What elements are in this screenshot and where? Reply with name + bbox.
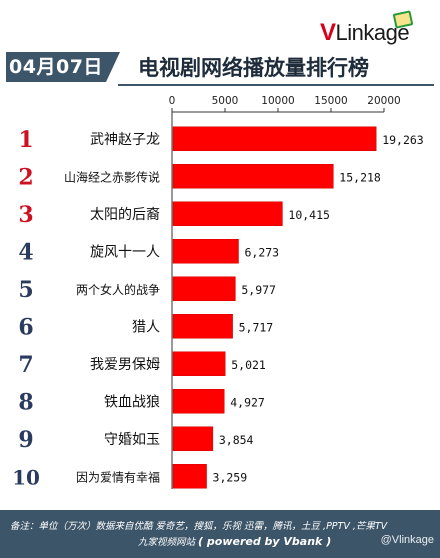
bar-category-label: 太阳的后裔 [90, 206, 160, 223]
bar [172, 126, 377, 151]
footer-note: 备注：单位（万次）数据来自优酷 爱奇艺，搜狐，乐视 迅雷，腾讯，土豆 ,PPTV… [10, 521, 388, 532]
bar-value-label: 5,717 [239, 320, 274, 334]
footer-sites: 九家视频网站 [138, 537, 196, 548]
footer-bar: 备注：单位（万次）数据来自优酷 爱奇艺，搜狐，乐视 迅雷，腾讯，土豆 ,PPTV… [0, 510, 440, 558]
bar-category-label: 猎人 [132, 319, 160, 335]
bar [172, 351, 226, 376]
rank-number: 5 [18, 277, 33, 303]
x-tick-label: 15000 [314, 95, 347, 107]
bar [172, 314, 233, 339]
bar-value-label: 5,021 [231, 358, 266, 372]
rank-number: 2 [18, 164, 33, 190]
rank-number: 7 [18, 352, 33, 378]
bar [172, 426, 214, 451]
rank-number: 1 [18, 127, 33, 153]
bar-category-label: 因为爱情有幸福 [76, 469, 160, 484]
bar-value-label: 3,854 [219, 433, 254, 447]
bar-category-label: 我爱男保姆 [90, 357, 160, 373]
footer-note-line2: 九家视频网站 ( powered by Vbank ) [138, 534, 331, 548]
rank-number: 3 [18, 202, 33, 228]
chart-title: 电视剧网络播放量排行榜 [138, 56, 369, 80]
x-tick-label: 20000 [367, 95, 400, 107]
footer-powered-by: ( powered by Vbank ) [198, 535, 332, 548]
x-tick-label: 5000 [212, 95, 239, 107]
x-tick-label: 0 [169, 95, 176, 107]
bar [172, 164, 334, 189]
bar [172, 201, 283, 226]
date-badge: 04月07日 [6, 52, 120, 82]
bar-value-label: 15,218 [339, 170, 381, 184]
x-tick-label: 10000 [261, 95, 294, 107]
bar [172, 389, 225, 414]
bar-category-label: 武神赵子龙 [90, 132, 160, 148]
bar-value-label: 6,273 [244, 245, 279, 259]
title-underline [118, 84, 434, 86]
rank-number: 8 [18, 389, 33, 415]
bar-value-label: 4,927 [230, 395, 265, 409]
bar-category-label: 铁血战狼 [104, 394, 160, 410]
bar-category-label: 山海经之赤影传说 [64, 169, 160, 184]
bar-category-label: 旋风十一人 [90, 244, 160, 260]
weibo-watermark: @Vlinkage [380, 534, 434, 546]
bar [172, 276, 236, 301]
rank-number: 10 [12, 465, 40, 489]
bar-category-label: 两个女人的战争 [76, 282, 160, 297]
rank-number: 9 [18, 427, 33, 453]
ranking-bar-chart: 0 5000 10000 15000 20000 1 武神赵子龙 19,263 2 山海经之赤影传… [12, 95, 424, 489]
logo-v: V [320, 19, 336, 46]
bar-category-label: 守婚如玉 [104, 432, 160, 448]
bar [172, 239, 239, 264]
bar [172, 464, 207, 489]
bar-value-label: 5,977 [241, 283, 276, 297]
bar-value-label: 3,259 [213, 470, 248, 484]
rank-number: 4 [18, 239, 33, 265]
bar-value-label: 19,263 [382, 133, 424, 147]
rank-number: 6 [18, 314, 33, 340]
bar-value-label: 10,415 [288, 208, 330, 222]
vlinkage-logo: VLinkage [320, 10, 414, 46]
